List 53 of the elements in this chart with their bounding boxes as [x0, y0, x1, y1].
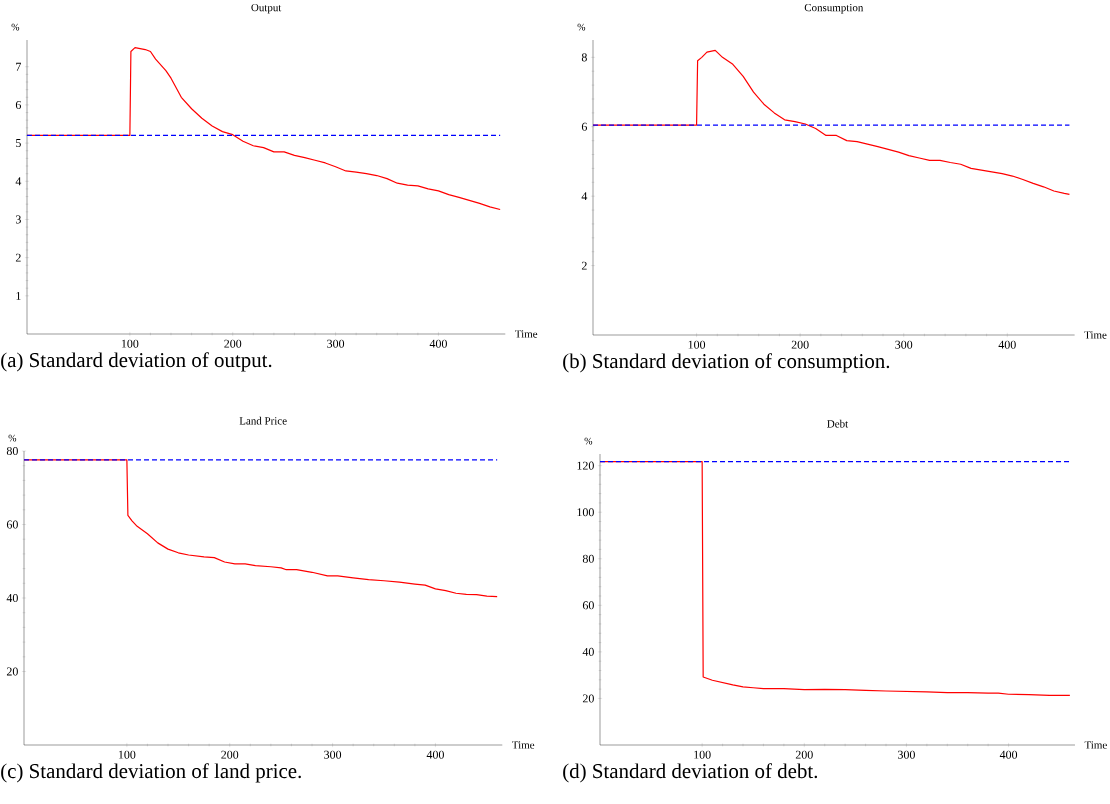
text: (a) Standard deviation of output.	[1, 352, 272, 372]
x-tick-label: 400	[998, 340, 1016, 349]
y-tick-label: 6	[15, 100, 22, 109]
x-tick-label: 200	[221, 750, 239, 759]
y-tick-label: 3	[15, 215, 21, 224]
x-axis-title: Time	[512, 741, 535, 749]
x-axis-title: Time	[1084, 331, 1107, 339]
x-tick-label: 300	[895, 340, 913, 349]
x-tick-label: 100	[118, 750, 136, 759]
y-tick-label: 20	[6, 667, 18, 676]
x-tick-label: 200	[791, 340, 809, 349]
y-tick-label: 8	[581, 53, 587, 62]
y-tick-label: 80	[582, 554, 594, 563]
y-axis-title: %	[11, 23, 20, 31]
y-tick-label: 6	[581, 122, 588, 131]
y-tick-label: 100	[577, 508, 594, 517]
y-axis-title: %	[8, 434, 17, 442]
chart-title: Land Price	[239, 416, 287, 425]
x-tick-label: 100	[694, 750, 711, 759]
x-tick-label: 100	[121, 339, 139, 348]
y-tick-label: 40	[6, 593, 18, 603]
y-axis-title: %	[584, 437, 593, 445]
x-tick-label: 200	[224, 339, 242, 348]
x-tick-label: 300	[327, 339, 345, 348]
y-tick-label: 60	[582, 601, 594, 610]
y-tick-label: 7	[16, 62, 22, 71]
text: (c) Standard deviation of land price.	[1, 763, 301, 783]
y-tick-label: 5	[16, 139, 21, 148]
chart-title: Debt	[827, 419, 849, 428]
y-tick-label: 40	[582, 647, 594, 656]
x-tick-label: 400	[429, 339, 447, 348]
y-tick-label: 80	[6, 446, 18, 456]
x-tick-label: 300	[324, 750, 342, 759]
x-tick-label: 100	[688, 340, 706, 349]
x-tick-label: 300	[898, 750, 915, 759]
y-tick-label: 2	[15, 253, 21, 262]
chart-title: Consumption	[804, 3, 864, 14]
x-axis-title: Time	[515, 330, 538, 338]
y-tick-label: 120	[577, 461, 594, 470]
y-tick-label: 2	[581, 261, 587, 270]
y-tick-label: 60	[6, 520, 18, 529]
x-axis-title: Time	[1084, 741, 1107, 749]
text: (d) Standard deviation of debt.	[563, 763, 818, 783]
x-tick-label: 400	[426, 750, 444, 759]
y-tick-label: 1	[16, 291, 21, 300]
text: (b) Standard deviation of consumption.	[563, 353, 890, 373]
chart-title: Output	[251, 3, 282, 14]
y-tick-label: 20	[582, 694, 594, 703]
y-tick-label: 4	[581, 192, 588, 201]
y-tick-label: 4	[15, 177, 22, 186]
x-tick-label: 400	[999, 750, 1018, 759]
x-tick-label: 200	[795, 750, 813, 759]
y-axis-title: %	[577, 23, 586, 31]
